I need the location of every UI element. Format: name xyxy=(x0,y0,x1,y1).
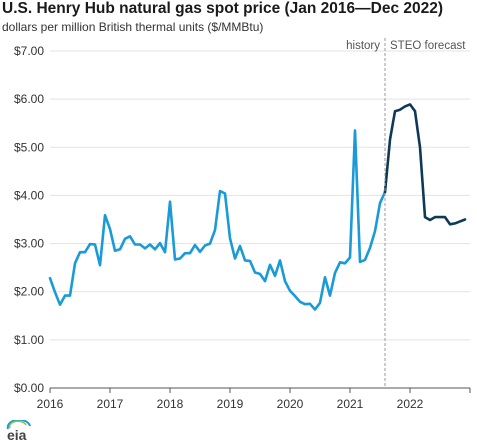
x-tick-label: 2020 xyxy=(277,397,304,411)
annotation-layer: history STEO forecast xyxy=(346,38,466,388)
chart-title: U.S. Henry Hub natural gas spot price (J… xyxy=(2,0,444,17)
series-layer xyxy=(48,103,467,311)
y-tick-label: $0.00 xyxy=(14,381,44,395)
y-tick-label: $3.00 xyxy=(14,237,44,251)
y-tick-label: $4.00 xyxy=(14,188,44,202)
history-series-line xyxy=(48,129,387,311)
y-tick-label: $7.00 xyxy=(14,44,44,58)
forecast-series-line xyxy=(383,103,467,226)
y-tick-label: $1.00 xyxy=(14,333,44,347)
x-tick-label: 2016 xyxy=(37,397,64,411)
eia-logo: eia xyxy=(6,420,31,442)
eia-logo-text: eia xyxy=(7,427,27,442)
grid-layer xyxy=(50,50,470,341)
x-tick-label: 2021 xyxy=(337,397,364,411)
chart-subtitle: dollars per million British thermal unit… xyxy=(2,20,264,34)
x-tick-label: 2019 xyxy=(217,397,244,411)
x-tick-label: 2018 xyxy=(157,397,184,411)
y-tick-label: $2.00 xyxy=(14,285,44,299)
x-tick-label: 2022 xyxy=(397,397,424,411)
history-label: history xyxy=(346,40,380,52)
y-tick-label: $6.00 xyxy=(14,92,44,106)
y-tick-label: $5.00 xyxy=(14,140,44,154)
axis-layer: $0.00 $1.00 $2.00 $3.00 $4.00 $5.00 $6.00 $7.00… xyxy=(14,44,471,411)
forecast-label: STEO forecast xyxy=(390,40,466,52)
x-tick-label: 2017 xyxy=(97,397,124,411)
